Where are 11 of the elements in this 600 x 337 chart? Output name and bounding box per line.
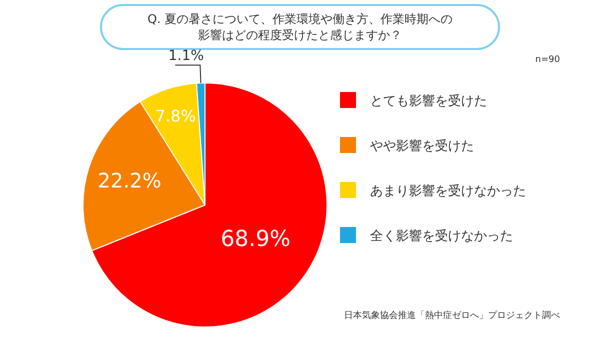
chart-title: Q. 夏の暑さについて、作業環境や働き方、作業時期への影響はどの程度受けたと感じますか？ xyxy=(100,4,500,50)
legend-label: あまり影響を受けなかった xyxy=(370,184,526,199)
text: 日本気象協会推進「熱中症ゼロへ」プロジェクト調べ xyxy=(344,310,560,321)
legend-label: やや影響を受けた xyxy=(370,139,474,154)
legend-label: 全く影響を受けなかった xyxy=(370,229,513,244)
data-label: 22.2% xyxy=(98,168,162,192)
data-label: 68.9% xyxy=(220,227,291,252)
data-label: 7.8% xyxy=(155,106,196,126)
text: n=90 xyxy=(535,55,560,65)
legend-label: とても影響を受けた xyxy=(370,94,487,109)
data-label: 1.1% xyxy=(168,48,204,64)
